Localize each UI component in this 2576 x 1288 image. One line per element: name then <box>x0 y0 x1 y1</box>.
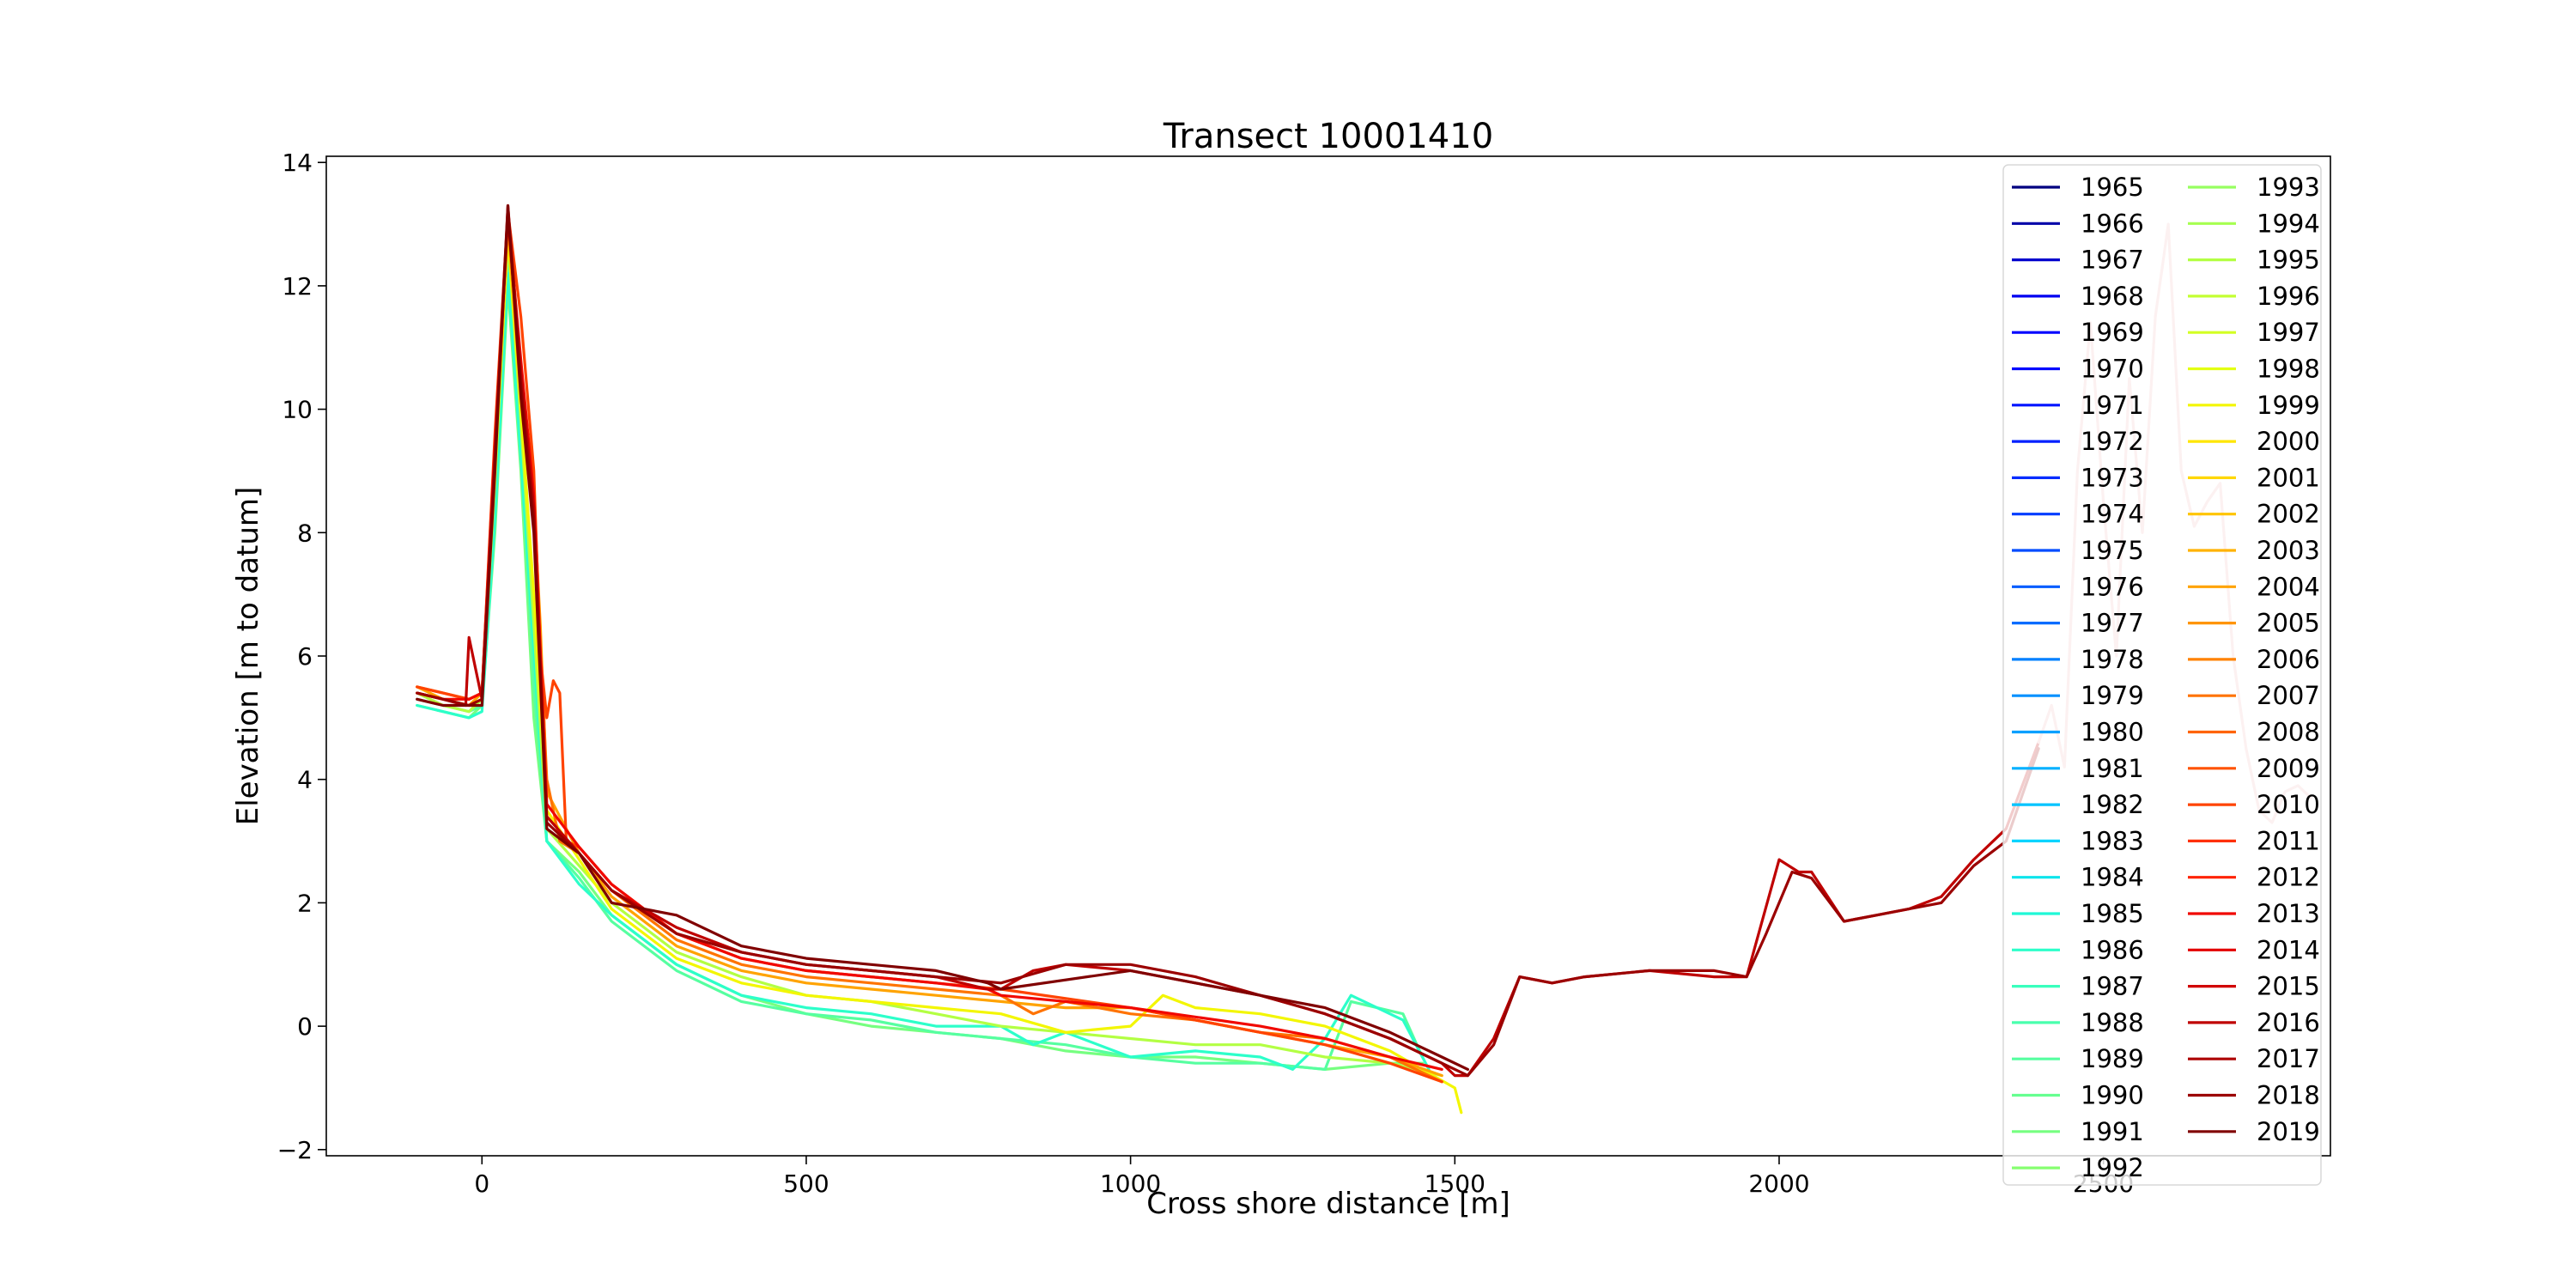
legend-label: 2008 <box>2257 718 2320 747</box>
legend-label: 1996 <box>2257 282 2320 311</box>
legend-label: 1993 <box>2257 173 2320 202</box>
legend-label: 2002 <box>2257 500 2320 529</box>
x-tick-label: 2000 <box>1748 1170 1809 1198</box>
plot-background <box>326 156 2330 1156</box>
legend-label: 1994 <box>2257 209 2320 238</box>
legend-label: 1997 <box>2257 318 2320 347</box>
legend-label: 1974 <box>2081 500 2144 529</box>
y-axis-label: Elevation [m to datum] <box>231 487 265 826</box>
legend-label: 2007 <box>2257 681 2320 710</box>
chart-title: Transect 10001410 <box>1163 117 1493 156</box>
legend-label: 2000 <box>2257 427 2320 456</box>
legend-label: 2009 <box>2257 754 2320 783</box>
y-tick-label: 10 <box>282 396 313 424</box>
y-tick-label: −2 <box>277 1136 313 1164</box>
y-tick-label: 6 <box>297 642 313 671</box>
legend-label: 1991 <box>2081 1117 2144 1146</box>
legend-label: 2001 <box>2257 463 2320 492</box>
legend-box <box>2002 164 2322 1186</box>
legend-label: 2016 <box>2257 1008 2320 1037</box>
legend-label: 1978 <box>2081 645 2144 674</box>
legend-label: 1982 <box>2081 790 2144 819</box>
series-line-2019 <box>416 204 1470 1072</box>
legend-label: 1987 <box>2081 972 2144 1001</box>
legend-label: 2011 <box>2257 826 2320 855</box>
x-tick-label: 1500 <box>1425 1170 1485 1198</box>
legend-label: 1999 <box>2257 391 2320 420</box>
x-tick-label: 1000 <box>1100 1170 1161 1198</box>
legend-label: 1981 <box>2081 754 2144 783</box>
legend-label: 2017 <box>2257 1044 2320 1073</box>
x-tick-label: 500 <box>783 1170 829 1198</box>
y-tick-label: 0 <box>297 1012 313 1041</box>
legend-label: 2010 <box>2257 790 2320 819</box>
legend-label: 1971 <box>2081 391 2144 420</box>
legend-label: 1970 <box>2081 355 2144 384</box>
legend-label: 2015 <box>2257 972 2320 1001</box>
legend-label: 1985 <box>2081 899 2144 928</box>
legend-label: 1977 <box>2081 609 2144 638</box>
series-layer <box>416 204 2312 1115</box>
y-tick-label: 12 <box>282 272 313 301</box>
legend-label: 1979 <box>2081 681 2144 710</box>
legend-label: 1969 <box>2081 318 2144 347</box>
legend-label: 1968 <box>2081 282 2144 311</box>
legend-label: 1965 <box>2081 173 2144 202</box>
x-tick-label: 0 <box>474 1170 489 1198</box>
legend-label: 1972 <box>2081 427 2144 456</box>
legend-label: 2013 <box>2257 899 2320 928</box>
series-line-1986 <box>416 271 1431 1072</box>
legend-label: 2006 <box>2257 645 2320 674</box>
legend-label: 1976 <box>2081 572 2144 601</box>
legend-label: 1988 <box>2081 1008 2144 1037</box>
y-axis: −2 0 2 4 6 8 10 12 14 <box>277 149 326 1164</box>
y-tick-label: 2 <box>297 889 313 917</box>
legend-label: 1995 <box>2257 246 2320 275</box>
legend-label: 1967 <box>2081 246 2144 275</box>
legend-label: 2012 <box>2257 863 2320 892</box>
legend-label: 2014 <box>2257 935 2320 964</box>
y-tick-label: 8 <box>297 519 313 547</box>
legend-label: 2018 <box>2257 1081 2320 1110</box>
legend-label: 2004 <box>2257 572 2320 601</box>
legend-label: 1983 <box>2081 826 2144 855</box>
legend-label: 1973 <box>2081 463 2144 492</box>
legend-label: 1980 <box>2081 718 2144 747</box>
y-tick-label: 14 <box>282 149 313 177</box>
legend-label: 1986 <box>2081 935 2144 964</box>
legend-label: 1989 <box>2081 1044 2144 1073</box>
legend-label: 2019 <box>2257 1117 2320 1146</box>
legend-label: 2003 <box>2257 536 2320 565</box>
x-axis-label: Cross shore distance [m] <box>1146 1187 1510 1221</box>
legend-label: 1984 <box>2081 863 2144 892</box>
legend: 1965 1966 1967 1968 1969 1970 1971 1972 1973 1974… <box>2002 164 2322 1186</box>
y-tick-label: 4 <box>297 766 313 794</box>
legend-label: 1998 <box>2257 355 2320 384</box>
legend-label: 1975 <box>2081 536 2144 565</box>
x-axis: 05001000150020002500 <box>474 1156 2134 1198</box>
legend-label: 1990 <box>2081 1081 2144 1110</box>
legend-label: 2005 <box>2257 609 2320 638</box>
legend-label: 1992 <box>2081 1153 2144 1182</box>
legend-label: 1966 <box>2081 209 2144 238</box>
